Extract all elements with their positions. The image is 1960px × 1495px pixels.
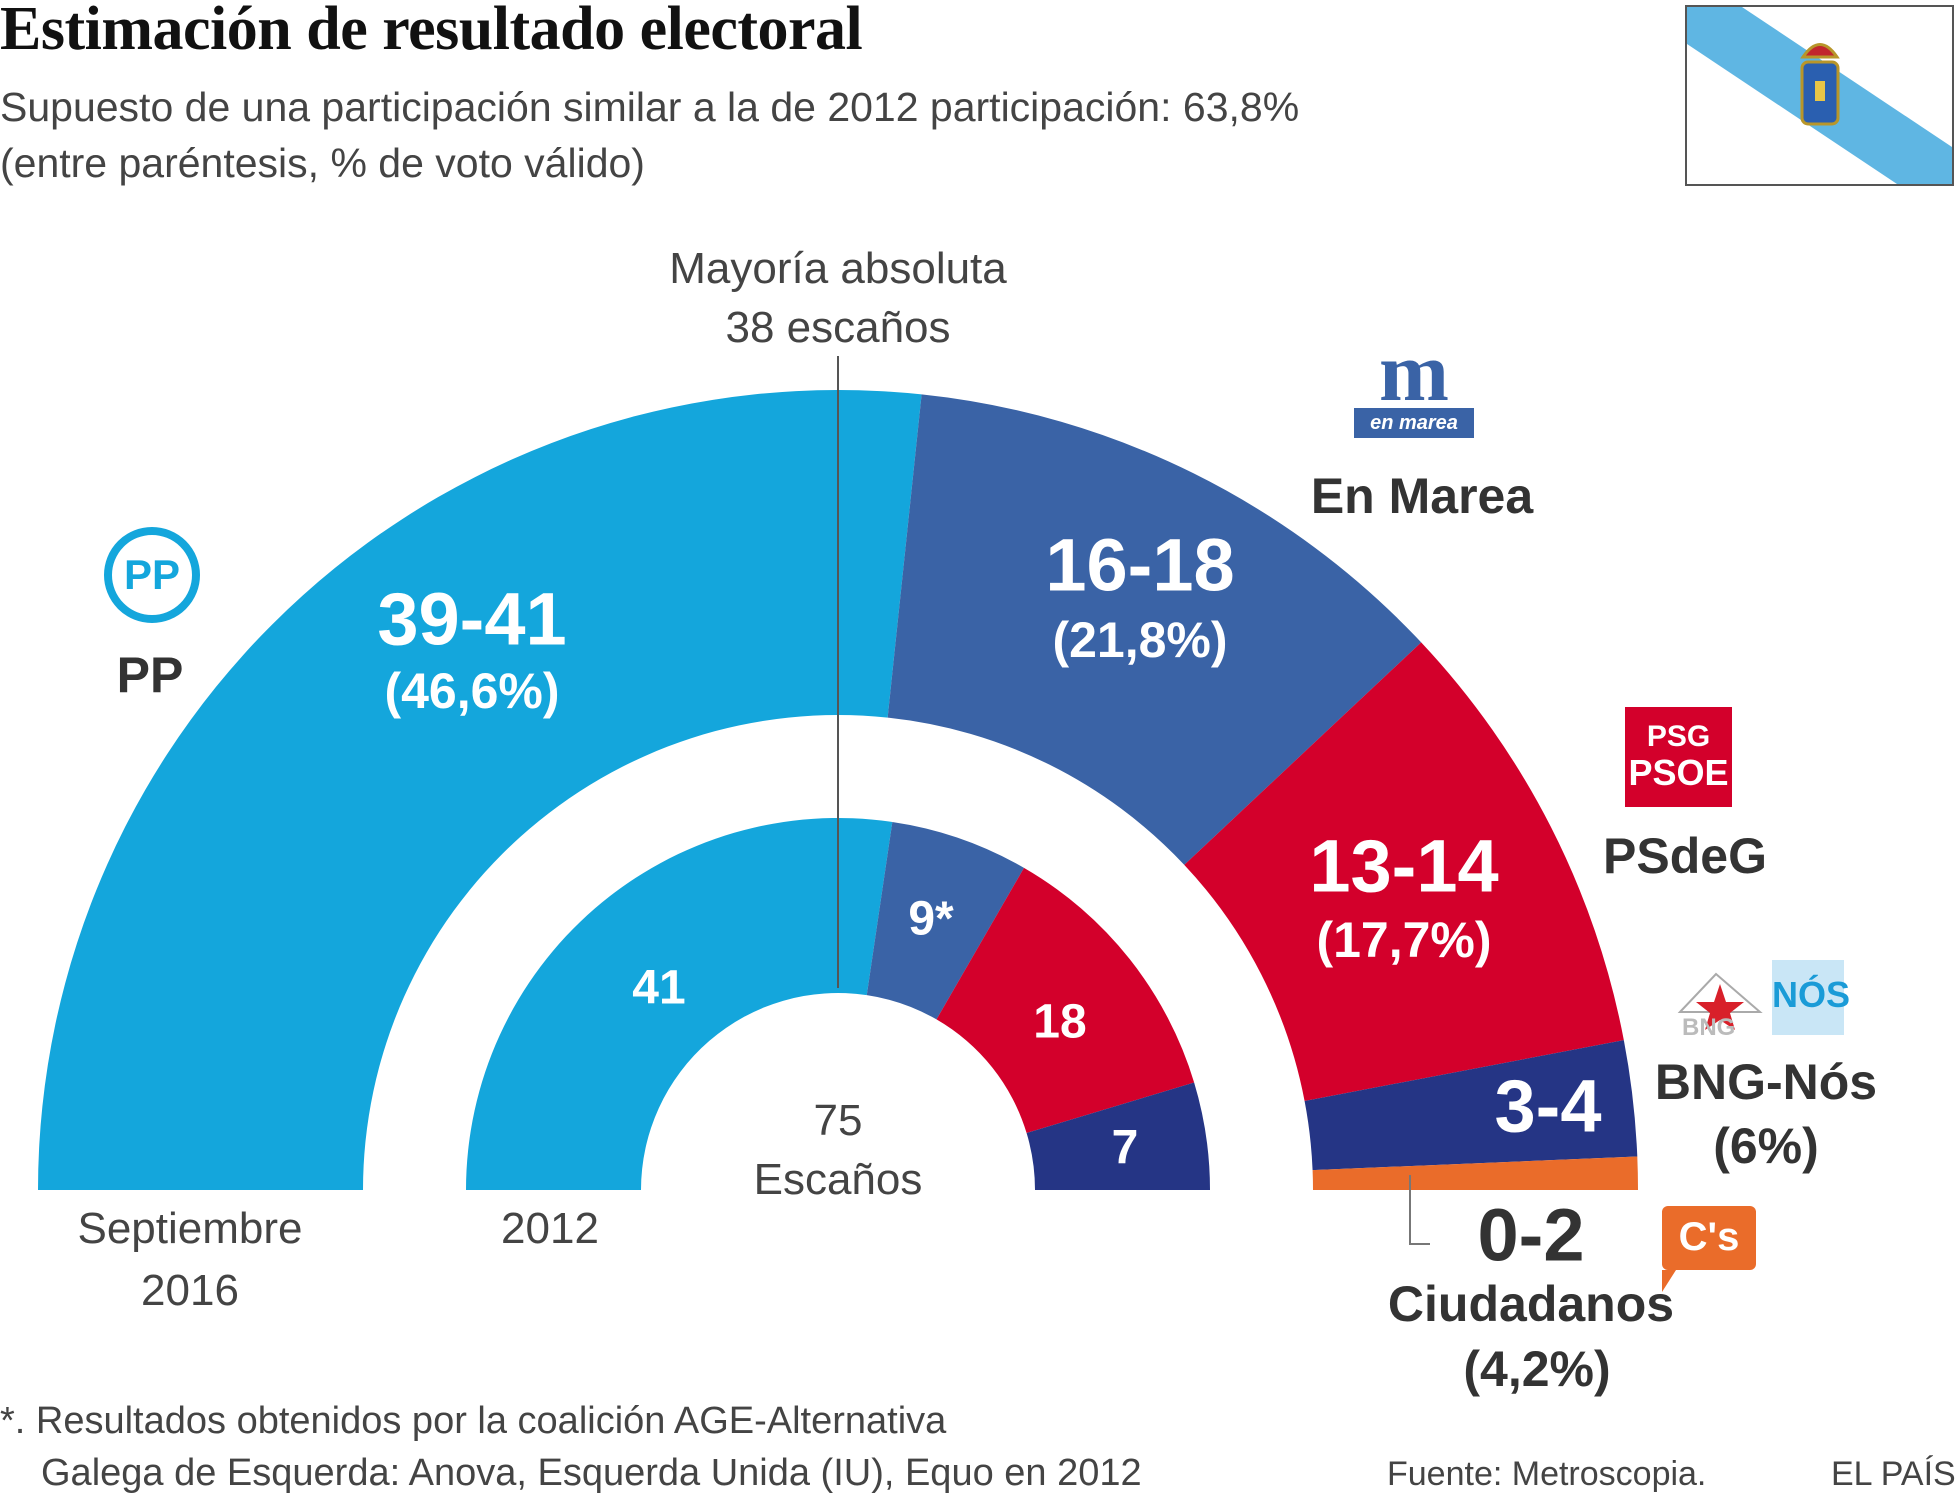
arc-2012-bng bbox=[1026, 1082, 1210, 1190]
arc-2012-age- bbox=[866, 821, 1024, 1020]
center-label-seats: 75 bbox=[813, 1096, 863, 1145]
enmarea-seats: 16-18 bbox=[1045, 523, 1235, 607]
cs-seats: 0-2 bbox=[1477, 1193, 1585, 1277]
pp-logo-icon: PP bbox=[104, 527, 200, 623]
psdeg-pct: (17,7%) bbox=[1316, 912, 1492, 968]
cs-leader-line bbox=[1409, 1175, 1430, 1245]
subtitle-line-2: (entre paréntesis, % de voto válido) bbox=[0, 140, 645, 186]
outer-ring-label-1: Septiembre bbox=[77, 1204, 303, 1253]
subtitle-line-1: Supuesto de una participación similar a … bbox=[0, 84, 1300, 130]
outer-ring-label-2: 2016 bbox=[141, 1266, 239, 1315]
inner-ring-label: 2012 bbox=[501, 1204, 599, 1253]
bng-name: BNG-Nós bbox=[1654, 1054, 1878, 1110]
nos-logo-icon: NÓS bbox=[1772, 960, 1850, 1035]
arc-2016-bng-n-s bbox=[1304, 1040, 1638, 1171]
pp-name: PP bbox=[116, 647, 184, 703]
inner-label-age: 9* bbox=[908, 892, 954, 946]
bng-logo-text: BNG bbox=[1682, 1014, 1736, 1041]
footnote-line-1: *. Resultados obtenidos por la coalición… bbox=[0, 1400, 947, 1442]
pp-seats: 39-41 bbox=[377, 577, 567, 661]
chart-title: Estimación de resultado electoral bbox=[0, 0, 863, 63]
center-label-text: Escaños bbox=[753, 1155, 923, 1204]
bng-logo-icon: BNG bbox=[1676, 962, 1764, 1044]
bng-pct: (6%) bbox=[1713, 1118, 1819, 1174]
arc-2016-psdeg bbox=[1184, 642, 1624, 1101]
inner-label-bng: 7 bbox=[1111, 1121, 1139, 1175]
arc-2012-psdeg bbox=[936, 867, 1195, 1134]
psdeg-seats: 13-14 bbox=[1309, 824, 1499, 908]
inner-label-pp: 41 bbox=[632, 961, 686, 1015]
bng-seats: 3-4 bbox=[1494, 1064, 1602, 1148]
arc-2016-pp bbox=[38, 389, 922, 1190]
cs-logo-icon: C's bbox=[1662, 1206, 1756, 1292]
pp-pct: (46,6%) bbox=[384, 663, 560, 719]
pp-logo-text: PP bbox=[123, 551, 181, 598]
arc-2016-ciudadanos bbox=[1312, 1156, 1638, 1190]
source: Fuente: Metroscopia. bbox=[1387, 1455, 1707, 1493]
cs-name: Ciudadanos bbox=[1387, 1276, 1675, 1332]
galicia-flag-icon bbox=[1685, 5, 1954, 186]
arc-2016-en-marea bbox=[887, 394, 1422, 865]
psoe-logo-icon: PSG PSOE bbox=[1625, 707, 1732, 807]
footnote-line-2: Galega de Esquerda: Anova, Esquerda Unid… bbox=[41, 1452, 1142, 1494]
enmarea-name: En Marea bbox=[1310, 468, 1534, 524]
psdeg-name: PSdeG bbox=[1603, 828, 1767, 884]
cs-pct: (4,2%) bbox=[1463, 1341, 1611, 1397]
psoe-logo-text-2: PSOE bbox=[1628, 752, 1729, 793]
brand: EL PAÍS bbox=[1831, 1455, 1956, 1493]
enmarea-pct: (21,8%) bbox=[1052, 612, 1228, 668]
arc-2012-pp bbox=[466, 817, 893, 1190]
cs-logo-text: C's bbox=[1678, 1215, 1740, 1259]
majority-label-1: Mayoría absoluta bbox=[669, 244, 1007, 293]
nos-logo-text: NÓS bbox=[1772, 974, 1851, 1015]
inner-label-psdeg: 18 bbox=[1033, 995, 1087, 1049]
enmarea-logo-text: en marea bbox=[1354, 408, 1474, 438]
psoe-logo-text-1: PSG bbox=[1646, 720, 1711, 753]
majority-label-2: 38 escaños bbox=[725, 303, 951, 352]
enmarea-logo-icon: m en marea bbox=[1354, 331, 1474, 438]
